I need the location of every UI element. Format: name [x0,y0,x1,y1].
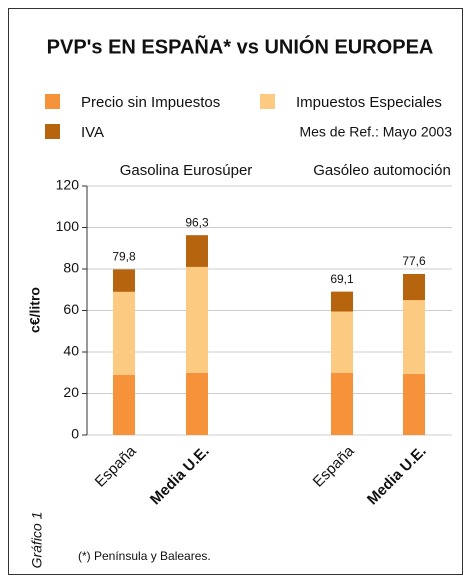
legend-swatch [45,94,60,109]
y-tick-label: 120 [56,177,80,193]
y-axis-label: c€/litro [27,287,43,333]
bar-segment [331,311,353,373]
y-tick-label: 0 [71,426,79,442]
total-label: 79,8 [112,250,136,264]
legend-label: Precio sin Impuestos [81,94,220,111]
group-label: Gasolina Eurosúper [120,162,253,179]
legend-label: IVA [81,124,104,141]
legend-label: Impuestos Especiales [296,94,442,111]
total-label: 69,1 [330,272,354,286]
bar-segment [331,291,353,312]
bar-segment [186,372,208,435]
bar-segment [331,372,353,435]
y-tick-label: 80 [63,260,79,276]
bar-segment [113,269,135,292]
total-label: 77,6 [402,254,426,268]
bar-segment [113,374,135,435]
y-tick-label: 40 [63,343,79,359]
frame [8,8,463,575]
side-note: Gráfico 1 [29,512,45,569]
bar-segment [186,266,208,373]
bar-segment [403,300,425,374]
y-tick-label: 60 [63,301,79,317]
subtitle: Mes de Ref.: Mayo 2003 [299,124,452,140]
legend-swatch [260,94,275,109]
legend-swatch [45,124,60,139]
bar-segment [113,291,135,375]
bar-segment [186,235,208,267]
bar-segment [403,273,425,301]
chart-title: PVP's EN ESPAÑA* vs UNIÓN EUROPEA [47,34,434,58]
y-tick-label: 100 [56,218,80,234]
group-label: Gasóleo automoción [313,162,451,179]
footnote: (*) Península y Baleares. [78,549,211,563]
total-label: 96,3 [185,215,209,229]
bar-segment [403,373,425,435]
y-tick-label: 20 [63,384,79,400]
